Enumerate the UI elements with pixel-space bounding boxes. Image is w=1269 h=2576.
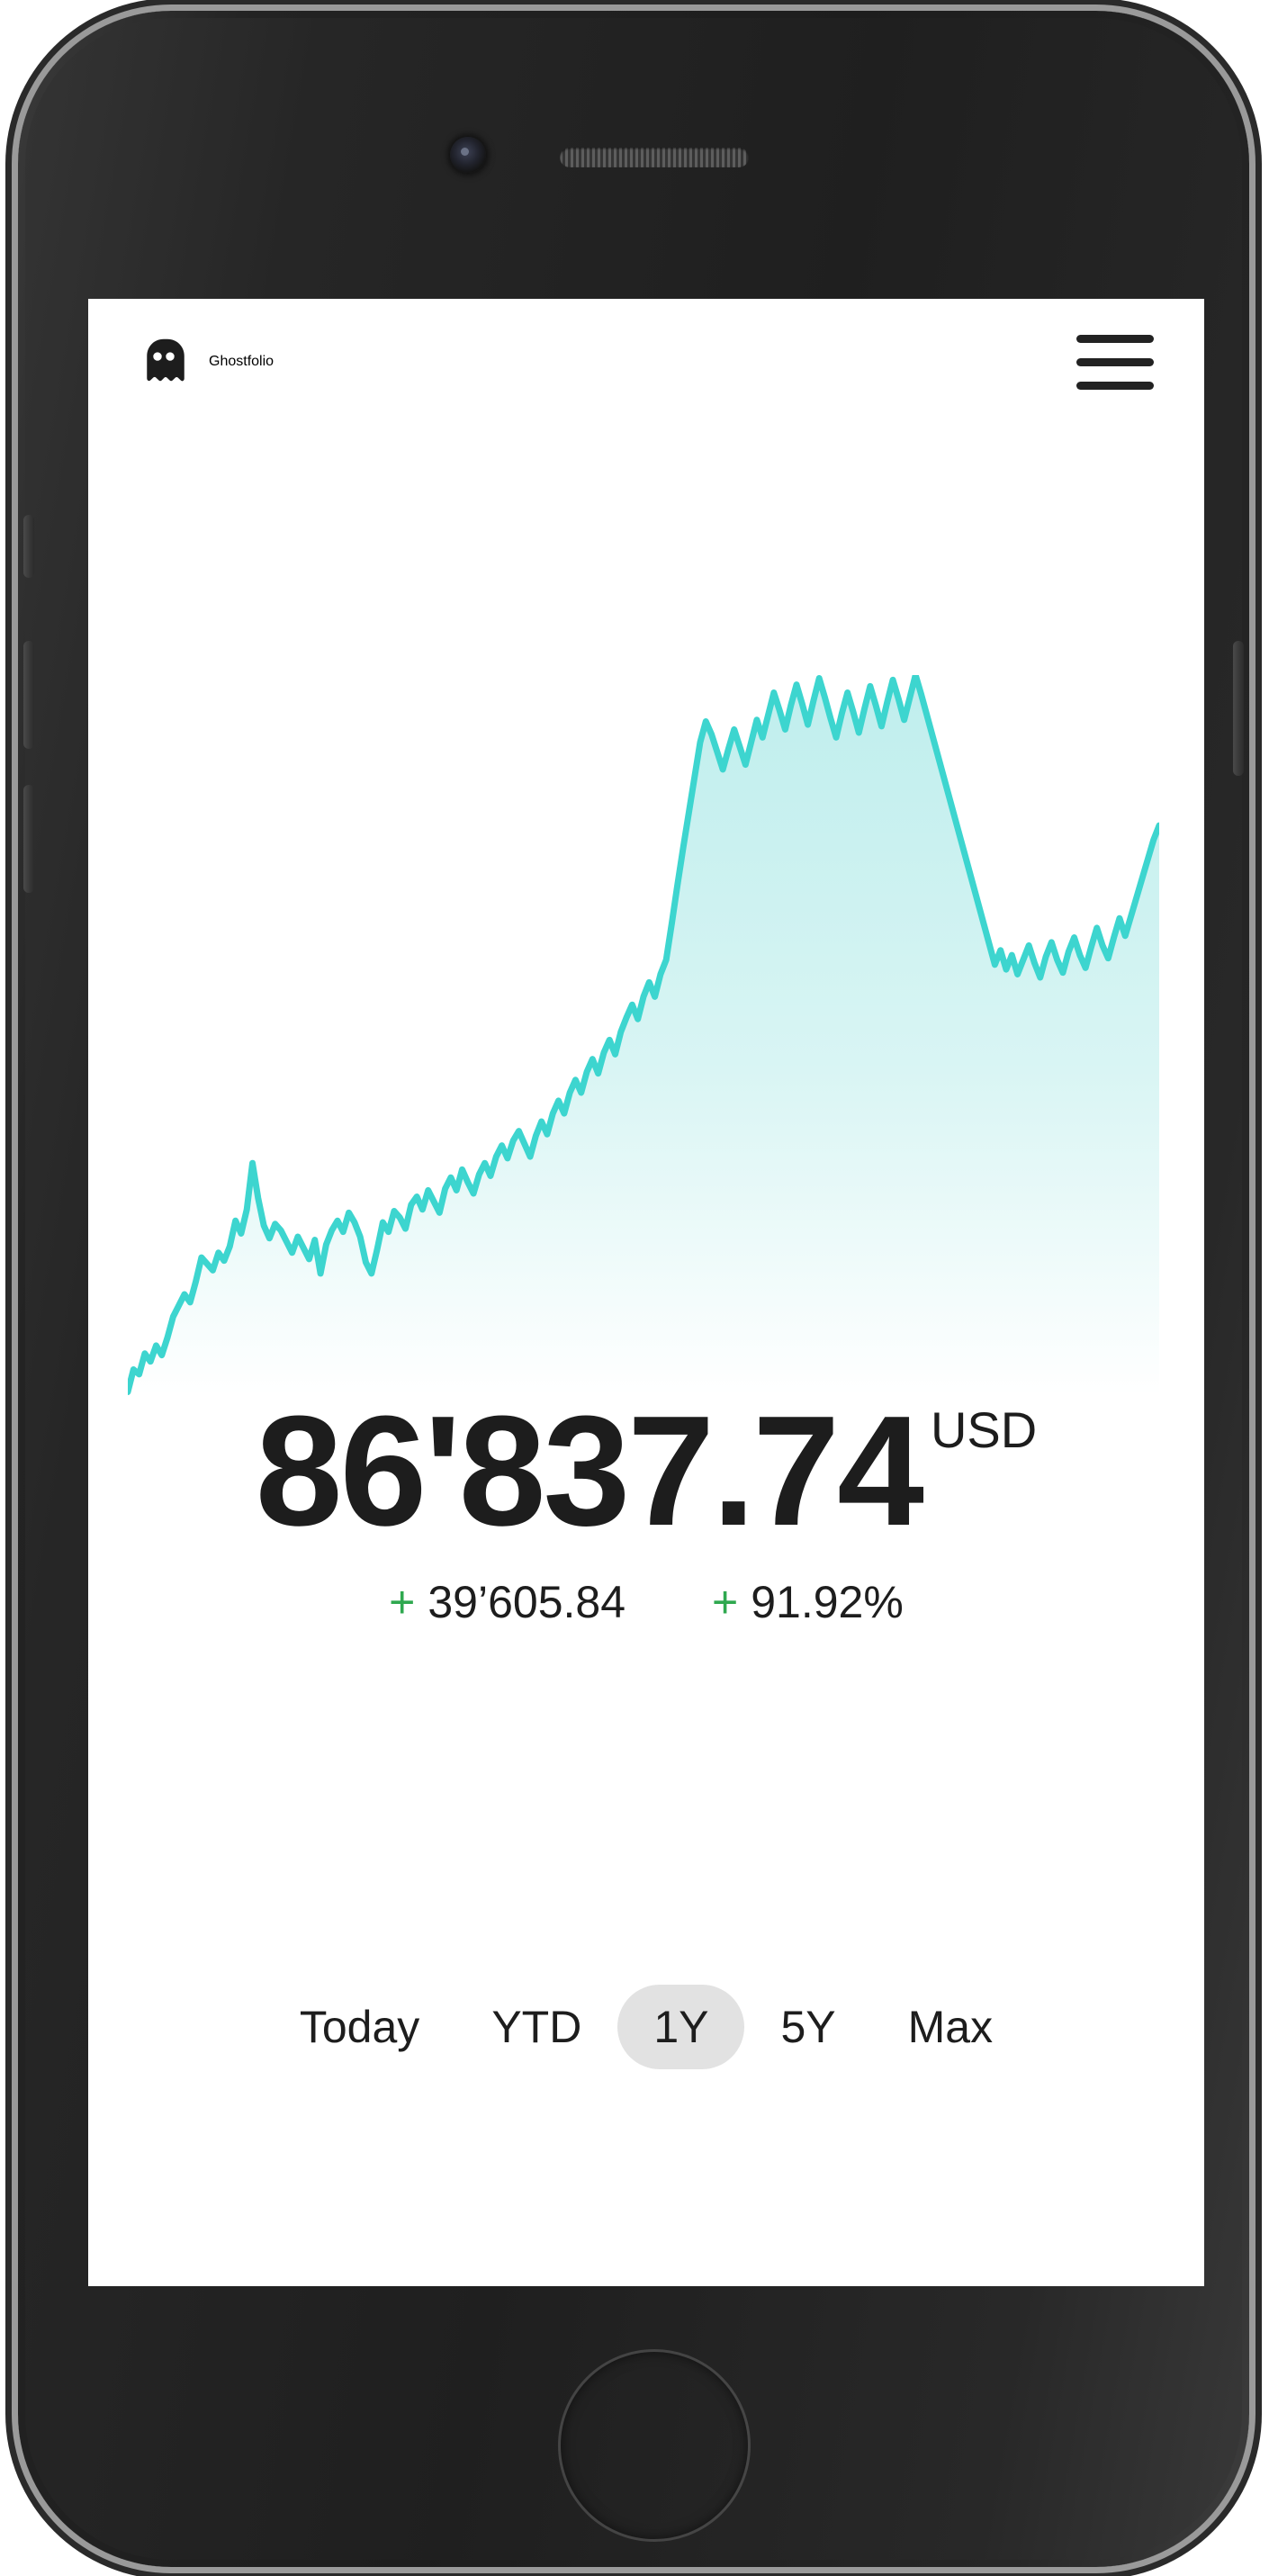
volume-up-button[interactable] [23, 641, 34, 749]
change-percent-sign: + [712, 1577, 739, 1627]
change-percent: + 91.92% [712, 1580, 904, 1625]
portfolio-chart[interactable] [88, 675, 1204, 1395]
mute-switch[interactable] [23, 515, 34, 578]
volume-down-button[interactable] [23, 785, 34, 893]
chart-line [128, 675, 1159, 1395]
range-tab-today[interactable]: Today [299, 2002, 420, 2052]
range-tab-ytd[interactable]: YTD [491, 2002, 582, 2052]
portfolio-value-block: 86'837.74 USD + 39’605.84 + 91.92% [88, 1392, 1204, 1626]
chart-area-fill [128, 675, 1159, 1395]
home-button[interactable] [558, 2349, 751, 2542]
brand-name: Ghostfolio [209, 354, 274, 369]
range-tab-1y[interactable]: 1Y [617, 1985, 745, 2069]
date-range-tabs: Today YTD 1Y 5Y Max [88, 1985, 1204, 2069]
change-absolute: + 39’605.84 [389, 1580, 626, 1625]
change-absolute-sign: + [389, 1577, 416, 1627]
change-absolute-value: 39’605.84 [428, 1577, 626, 1627]
change-percent-value: 91.92% [751, 1577, 904, 1627]
power-button[interactable] [1233, 641, 1244, 776]
app-header: Ghostfolio [88, 299, 1204, 425]
portfolio-amount: 86'837.74 [255, 1383, 924, 1558]
portfolio-area-chart[interactable] [128, 675, 1159, 1395]
phone-device: Ghostfolio [18, 11, 1249, 2567]
range-tab-max[interactable]: Max [907, 2002, 994, 2052]
portfolio-currency: USD [930, 1401, 1038, 1458]
front-camera-icon [450, 137, 486, 173]
hamburger-bar-2 [1076, 357, 1154, 366]
portfolio-change-row: + 39’605.84 + 91.92% [88, 1580, 1204, 1625]
portfolio-value-line: 86'837.74 USD [256, 1392, 1037, 1549]
earpiece-speaker-icon [560, 148, 749, 167]
hamburger-bar-3 [1076, 381, 1154, 390]
hamburger-menu-icon[interactable] [1076, 329, 1154, 394]
brand[interactable]: Ghostfolio [139, 337, 274, 387]
range-tab-5y[interactable]: 5Y [780, 2002, 836, 2052]
ghost-logo-icon [147, 338, 184, 382]
app-screen: Ghostfolio [88, 299, 1204, 2286]
hamburger-bar-1 [1076, 334, 1154, 343]
